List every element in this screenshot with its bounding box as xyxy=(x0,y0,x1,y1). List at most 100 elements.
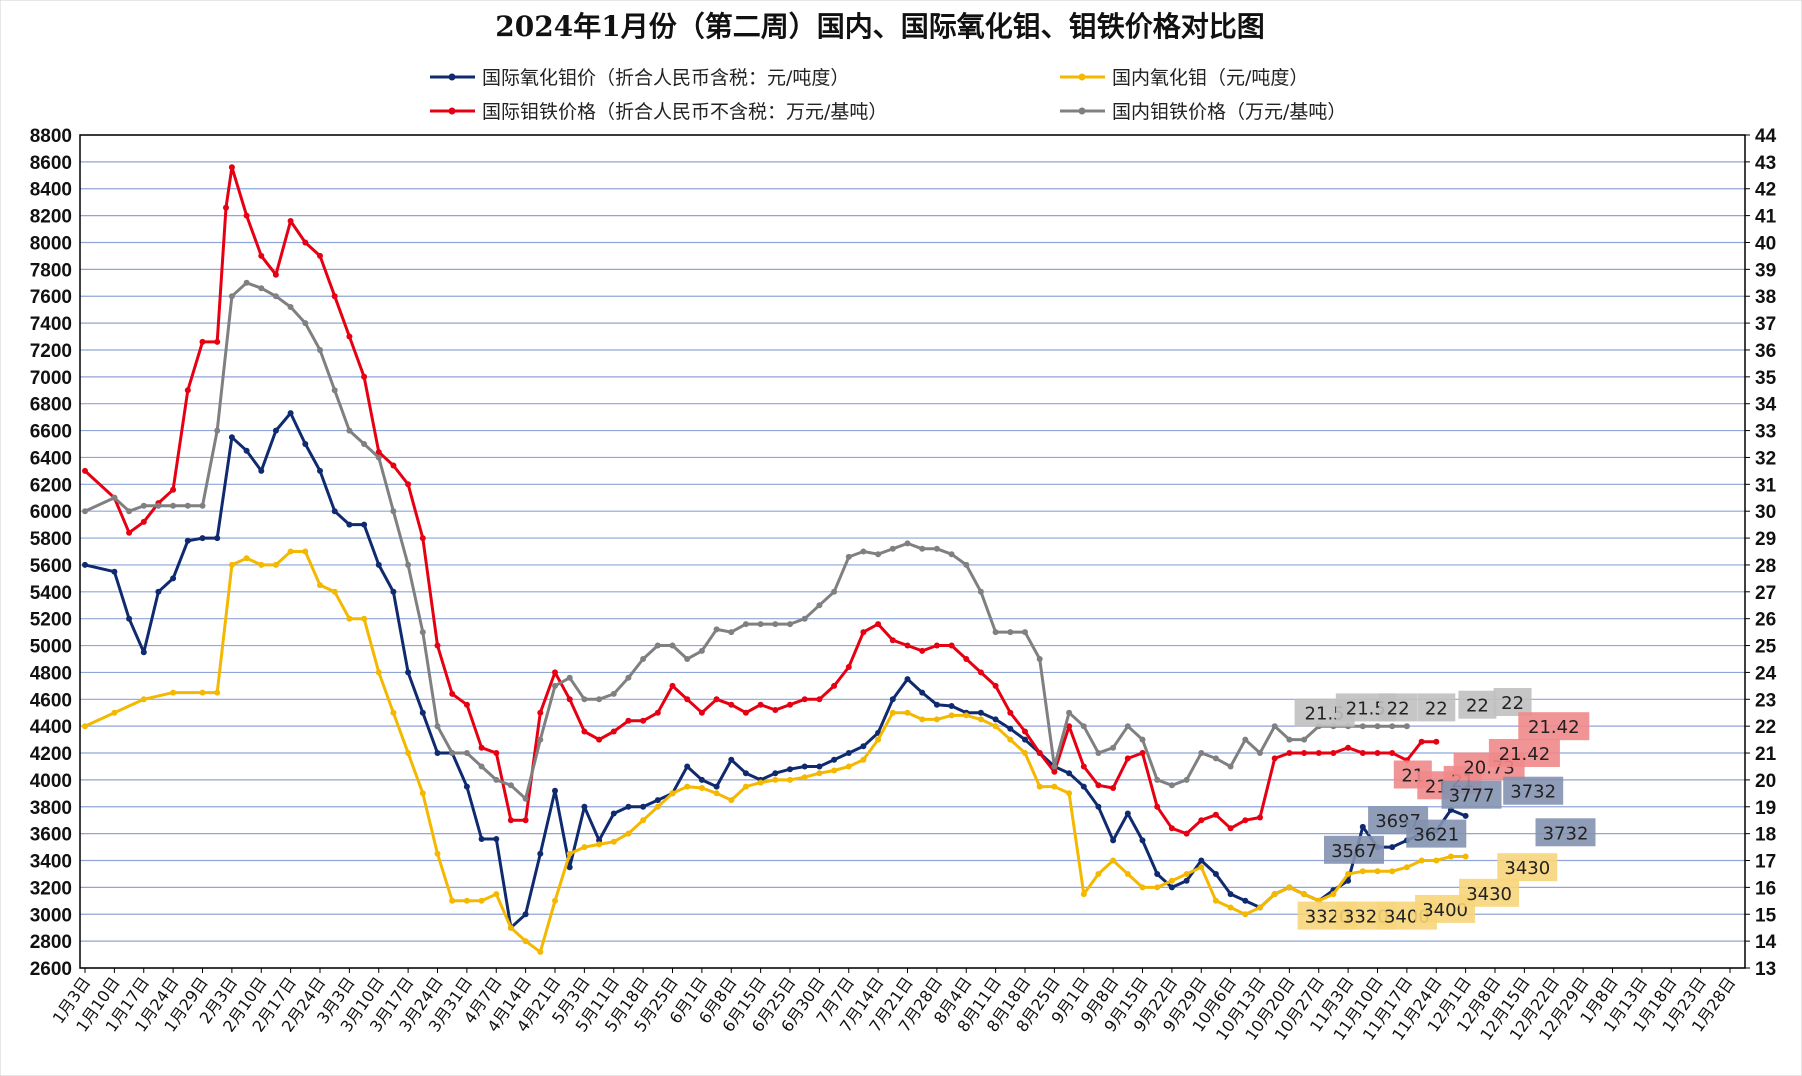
series-point xyxy=(977,669,984,676)
series-point xyxy=(493,750,500,756)
legend-marker xyxy=(1078,107,1086,115)
series-point xyxy=(581,803,588,810)
series-point xyxy=(742,621,749,628)
data-label-box xyxy=(1458,690,1497,719)
series-point xyxy=(933,716,940,723)
series-line xyxy=(84,281,1407,801)
legend-marker xyxy=(1078,73,1086,81)
series-point xyxy=(1330,891,1337,898)
series-point xyxy=(1359,723,1366,730)
y-left-tick-label: 6800 xyxy=(30,395,72,416)
series-point xyxy=(1359,750,1366,756)
y-left-tick-label: 8200 xyxy=(30,207,72,228)
series-point xyxy=(845,664,852,670)
series-point xyxy=(346,333,353,340)
series-point xyxy=(493,776,500,783)
series-point xyxy=(537,736,544,743)
series-point xyxy=(405,481,412,488)
legend-label: 国内钼铁价格（万元/基吨） xyxy=(1112,101,1346,123)
series-point xyxy=(126,615,133,622)
series-point xyxy=(155,502,162,509)
series-point xyxy=(1154,776,1161,783)
series-point xyxy=(346,521,353,528)
data-label: 3732 xyxy=(1503,776,1564,805)
series-point xyxy=(1212,755,1219,762)
series-point xyxy=(331,387,338,394)
series-point xyxy=(787,766,793,773)
series-point xyxy=(566,674,573,681)
series-point xyxy=(493,836,500,842)
series-point xyxy=(552,669,558,676)
series-point xyxy=(111,568,118,575)
series-point xyxy=(1183,877,1190,884)
series-point xyxy=(919,716,926,723)
series-point xyxy=(375,449,382,456)
series-point xyxy=(1066,709,1073,716)
series-point xyxy=(463,897,470,904)
series-point xyxy=(801,774,808,781)
series-point xyxy=(787,621,793,628)
data-label: 22 xyxy=(1417,693,1456,722)
data-label-box xyxy=(1535,818,1596,847)
series-point xyxy=(1389,723,1396,730)
series-point xyxy=(801,615,808,622)
series-point xyxy=(728,756,735,763)
y-left-tick-label: 8600 xyxy=(30,153,72,174)
series-point xyxy=(1124,810,1131,817)
series-point xyxy=(977,588,984,595)
plot-frame xyxy=(79,134,1746,969)
y-left-tick-label: 3600 xyxy=(30,825,72,846)
series-point xyxy=(757,701,764,708)
series-point xyxy=(1418,738,1425,745)
series-point xyxy=(522,911,529,918)
series-point xyxy=(1345,877,1352,884)
series-point xyxy=(742,709,749,716)
series-point xyxy=(507,924,514,931)
series-point xyxy=(390,508,397,515)
series-point xyxy=(361,441,368,447)
series-point xyxy=(566,696,573,703)
series-point xyxy=(684,783,691,790)
series-point xyxy=(1066,770,1073,777)
series-point xyxy=(904,709,911,716)
series-point xyxy=(199,689,206,696)
series-point xyxy=(1139,837,1146,844)
series-point xyxy=(1359,823,1366,830)
series-point xyxy=(787,701,793,708)
series-layer xyxy=(82,164,1469,955)
series-point xyxy=(875,621,882,628)
series-point xyxy=(1095,782,1102,789)
series-point xyxy=(948,712,955,719)
y-right-tick-label: 39 xyxy=(1755,260,1776,281)
y-right-tick-label: 29 xyxy=(1755,529,1776,550)
y-right-tick-label: 32 xyxy=(1755,448,1776,469)
series-point xyxy=(463,701,470,708)
series-point xyxy=(214,338,221,345)
data-label: 3400 xyxy=(1415,894,1476,923)
series-point xyxy=(581,844,588,851)
series-point xyxy=(478,763,485,770)
series-point xyxy=(272,293,279,300)
series-point xyxy=(346,615,353,622)
series-point xyxy=(287,410,294,417)
series-point xyxy=(698,785,705,791)
series-point xyxy=(1462,853,1469,860)
legend-label: 国际钼铁价格（折合人民币不含税：万元/基吨） xyxy=(482,101,887,123)
y-right-tick-label: 35 xyxy=(1755,368,1777,389)
series-point xyxy=(537,948,544,955)
y-right-tick-label: 17 xyxy=(1755,852,1776,873)
series-point xyxy=(375,669,382,676)
series-point xyxy=(831,767,838,774)
y-left-tick-label: 3800 xyxy=(30,798,72,819)
series-point xyxy=(772,770,779,777)
series-point xyxy=(904,642,911,649)
series-point xyxy=(552,787,558,794)
series-point xyxy=(933,701,940,708)
series-point xyxy=(243,212,250,219)
y-right-tick-label: 15 xyxy=(1755,905,1777,926)
series-point xyxy=(684,763,691,770)
y-right-tick-label: 41 xyxy=(1755,207,1777,228)
legend: 国际氧化钼价（折合人民币含税：元/吨度） 国内氧化钼（元/吨度） 国际钼铁价格（折合… xyxy=(430,67,1346,123)
y-right-tick-label: 27 xyxy=(1755,583,1776,604)
series-point xyxy=(1022,629,1028,636)
